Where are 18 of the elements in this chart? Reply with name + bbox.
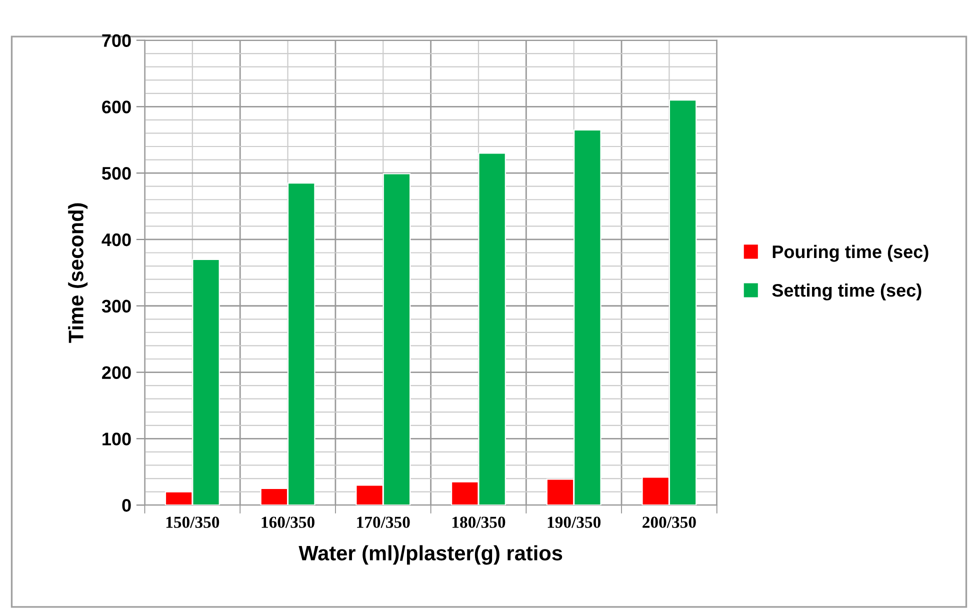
legend-label: Setting time (sec) (772, 284, 922, 300)
y-tick-label: 100 (102, 432, 131, 446)
y-tick-label: 700 (102, 34, 131, 47)
y-axis-title: Time (second) (68, 203, 88, 343)
x-axis-title: Water (ml)/plaster(g) ratios (298, 545, 562, 565)
x-tick-label: 160/350 (262, 516, 314, 528)
legend-label: Pouring time (sec) (772, 244, 928, 262)
y-tick-label: 400 (102, 233, 131, 246)
y-tick-label: 600 (102, 100, 131, 114)
x-tick-label: 150/350 (166, 516, 220, 528)
y-tick-label: 0 (122, 499, 131, 512)
x-tick-label: 190/350 (548, 516, 601, 528)
x-tick-label: 180/350 (452, 516, 506, 528)
x-tick-label: 200/350 (642, 516, 696, 528)
y-tick-label: 300 (102, 300, 131, 313)
x-tick-label: 170/350 (357, 516, 410, 528)
y-tick-label: 200 (102, 366, 131, 379)
y-tick-label: 500 (102, 167, 131, 180)
